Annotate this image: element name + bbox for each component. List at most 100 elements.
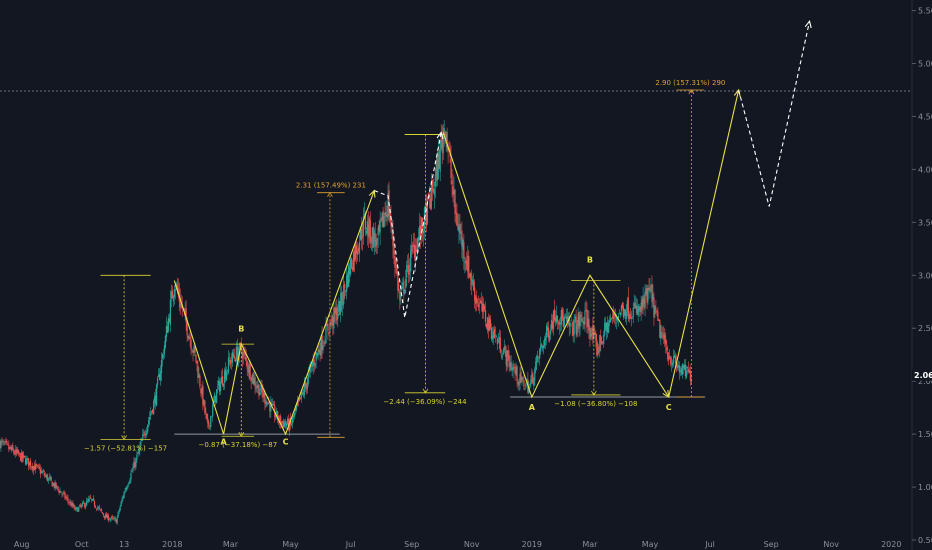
candle-body [566,315,568,322]
candle-body [19,453,21,454]
candle-body [106,514,108,519]
candle-body [67,498,69,502]
candle-body [220,382,222,391]
candle-body [599,335,601,353]
candle-body [229,359,232,365]
candle-body [506,350,508,367]
candle-body [375,239,377,248]
candle-body [686,366,689,369]
candle-body [31,466,34,470]
candle-body [441,139,443,149]
candle-body [555,315,558,323]
candle-body [398,288,400,291]
candle-body [280,416,282,425]
candle-body [286,418,289,425]
candle-body [336,307,338,321]
candle-body [131,471,133,473]
price-tick-label: 1.50 [918,430,932,439]
candle-body [472,279,474,283]
candle-body [242,351,244,358]
candle-body [598,346,600,350]
candle-body [103,516,105,518]
candle-body [326,323,328,326]
candle-body [389,211,391,221]
path-arrowhead [662,390,670,399]
candle-body [685,370,688,378]
candle-body [157,374,160,378]
candle-body [394,255,396,268]
candle-body [615,317,618,320]
candle-body [232,353,235,357]
time-tick-label: Jul [345,540,356,549]
candle-body [465,260,467,264]
candle-body [479,303,481,305]
candle-body [545,336,547,341]
candle-body [500,355,502,356]
candle-body [603,335,605,345]
candle-body [300,391,302,399]
candle-body [461,230,463,247]
candle-body [110,517,112,519]
candle-body [323,342,325,344]
candle-body [558,321,560,325]
candle-body [164,335,167,348]
candle-body [502,350,504,355]
candle-body [65,497,67,499]
candle-body [396,266,398,275]
price-axis[interactable]: 5.50 5.00 4.50 4.00 3.50 3.00 2.50 2.00 1.50 1.00… [912,7,932,545]
candle-body [155,384,158,406]
candle-body [26,458,29,460]
price-tick-label: 1.00 [918,483,932,492]
candle-body [668,358,670,361]
candle-body [499,337,501,353]
candle-body [256,385,258,388]
candle-body [121,498,123,502]
candle-body [517,381,519,384]
candle-body [670,357,672,365]
candle-body [333,308,335,329]
time-axis[interactable]: Aug Oct 13 2018 Mar May Jul Sep Nov 2019 Mar May Jul… [14,540,902,549]
candle-body [160,359,163,374]
candle-body [319,349,321,356]
candle-body [287,419,290,430]
candle-body [308,369,310,373]
candle-body [172,295,174,302]
measure-arrow [422,388,429,394]
candle-body [470,273,472,281]
time-tick-label: May [642,540,659,549]
candle-body [226,370,229,372]
candle-body [64,492,66,499]
candle-body [101,512,104,514]
candle-body [68,502,70,503]
candle-body [111,516,113,518]
candle-body [72,503,74,507]
candle-body [358,241,361,254]
candle-body [171,290,173,299]
candle-body [613,313,616,316]
candle-body [498,336,500,345]
candle-body [49,477,51,479]
candle-body [294,408,297,412]
candle-body [17,450,19,454]
candle-body [212,404,214,417]
candle-body [362,216,365,237]
candle-body [38,466,40,469]
candle-body [437,152,439,179]
candle-body [314,363,316,367]
candle-body [128,482,130,485]
candle-body [173,289,175,298]
candle-body [368,217,370,238]
candle-body [600,335,602,344]
candle-body [149,416,151,420]
candle-body [417,236,420,241]
candle-body [684,364,687,377]
candle-body [14,452,16,455]
price-tick-label: 0.50 [918,536,932,545]
candle-body [367,223,369,237]
candle-body [654,305,656,315]
candle-body [137,453,139,455]
candle-body [561,309,563,319]
candle-body [293,413,296,417]
candle-body [277,411,279,421]
